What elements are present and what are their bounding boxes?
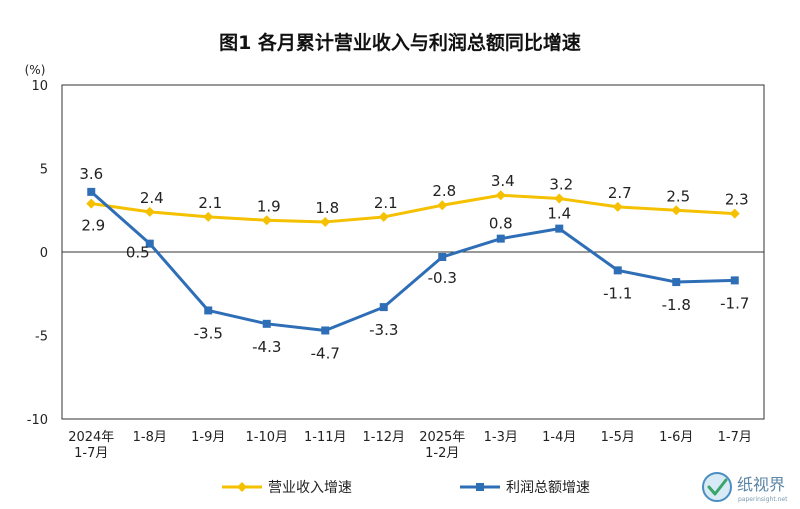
data-label: 2.8 [432,182,456,200]
data-point-marker [496,234,505,243]
data-point-marker [555,224,564,233]
watermark-sub: paperinsight.net [738,496,788,503]
data-point-marker [203,211,214,222]
data-label: -3.3 [369,321,398,339]
data-point-marker [438,253,447,262]
data-label: 1.4 [547,205,571,223]
legend: 营业收入增速 利润总额增速 [222,480,590,496]
series-layer [86,187,740,335]
data-labels: 2.9 2.4 2.1 1.9 1.8 2.1 2.8 3.4 3.2 2.7 2.5 2.3 3.6 0… [79,165,749,363]
data-point-marker [378,211,389,222]
y-tick-label: -10 [27,413,48,428]
legend-label: 营业收入增速 [268,480,352,496]
data-label: 2.1 [374,194,398,212]
series-line-0 [91,193,735,224]
legend-marker [476,483,484,491]
data-label: 2.1 [198,194,222,212]
data-label: 2.3 [725,191,749,209]
x-tick-label: 1-5月 [601,430,635,445]
data-label: 1.9 [257,197,281,215]
data-point-marker [495,190,506,201]
data-point-marker [612,201,623,212]
x-tick-label: 1-11月 [304,430,347,445]
data-label: -3.5 [194,324,223,342]
y-tick-label: 0 [40,246,48,261]
chart-title: 图1 各月累计营业收入与利润总额同比增速 [219,31,581,54]
y-axis-unit: (%) [25,63,46,77]
x-tick-label: 1-10月 [245,430,288,445]
x-tick-label: 2024年 [68,430,114,445]
data-point-marker [86,198,97,209]
data-point-marker [321,326,330,335]
x-tick-label: 2025年 [419,430,465,445]
data-point-marker [437,200,448,211]
watermark-logo-icon [702,472,732,502]
y-axis-ticks: 10 5 0 -5 -10 [27,79,48,428]
watermark: 纸视界 paperinsight.net [702,472,788,503]
data-label: -4.3 [252,338,281,356]
x-tick-label: 1-9月 [191,430,225,445]
data-label: 0.8 [489,215,513,233]
data-label: -1.1 [603,284,632,302]
x-tick-label: 1-3月 [484,430,518,445]
data-label: 1.8 [315,199,339,217]
legend-marker [237,482,247,492]
data-point-marker [144,206,155,217]
data-label: 3.4 [491,172,515,190]
x-tick-label: 1-2月 [425,446,459,461]
y-tick-label: 5 [40,163,48,178]
data-point-marker [613,266,622,275]
data-label: 2.7 [608,184,632,202]
data-point-marker [204,306,213,315]
series-line-1 [90,190,735,332]
x-tick-label: 1-7月 [74,446,108,461]
data-label: -1.7 [720,294,749,312]
x-tick-label: 1-12月 [362,430,405,445]
data-point-marker [671,205,682,216]
data-point-marker [145,239,154,248]
data-point-marker [320,216,331,227]
data-point-marker [730,276,739,285]
x-tick-label: 1-7月 [718,430,752,445]
x-tick-label: 1-4月 [542,430,576,445]
data-label: 3.6 [79,165,103,183]
y-tick-label: 10 [31,79,48,94]
data-label: 2.5 [666,187,690,205]
data-point-marker [379,303,388,312]
data-point-marker [262,319,271,328]
data-label: -1.8 [662,296,691,314]
watermark-text: 纸视界 [737,475,785,494]
data-point-marker [87,187,96,196]
data-point-marker [554,193,565,204]
data-point-marker [729,208,740,219]
data-label: -4.7 [311,344,340,362]
data-label: 0.5 [126,244,150,262]
data-label: 3.2 [549,176,573,194]
x-tick-label: 1-8月 [133,430,167,445]
data-label: 2.9 [81,217,105,235]
data-point-marker [261,215,272,226]
data-point-marker [672,278,681,287]
data-label: 2.4 [140,189,164,207]
x-tick-label: 1-6月 [659,430,693,445]
data-label: -0.3 [428,269,457,287]
y-tick-label: -5 [35,330,48,345]
legend-label: 利润总额增速 [506,480,590,496]
